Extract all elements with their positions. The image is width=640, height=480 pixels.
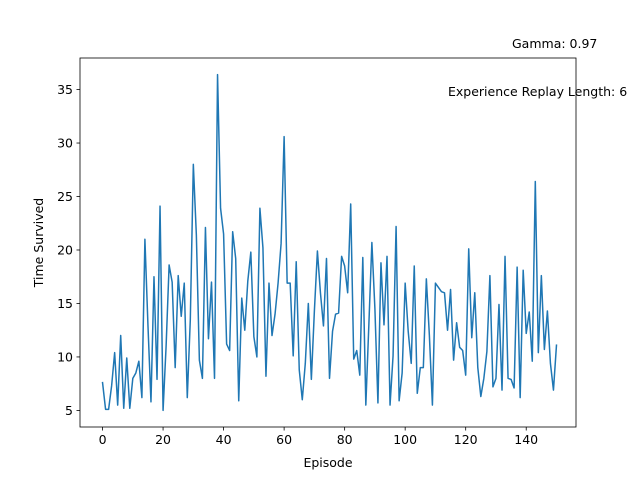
- x-axis: 0 20 40 60 80 100 120 140: [99, 427, 538, 447]
- x-tick-label: 140: [514, 432, 538, 447]
- series-layer: [101, 73, 558, 412]
- plot-frame: [79, 57, 577, 428]
- y-tick-label: 35: [57, 82, 73, 97]
- x-axis-label: Episode: [303, 455, 352, 470]
- x-tick-label: 20: [155, 432, 171, 447]
- y-tick-label: 30: [57, 136, 73, 151]
- x-tick-label: 0: [99, 432, 107, 447]
- x-tick-label: 120: [454, 432, 478, 447]
- y-axis-label: Time Survived: [31, 198, 46, 288]
- replay-length-annotation: Experience Replay Length: 6: [448, 84, 627, 99]
- gamma-annotation: Gamma: 0.97: [512, 36, 597, 51]
- series-line: [101, 73, 558, 412]
- x-tick-label: 100: [393, 432, 417, 447]
- x-tick-label: 80: [337, 432, 353, 447]
- y-axis: 5 10 15 20 25 30 35: [57, 82, 80, 418]
- y-tick-label: 20: [57, 242, 73, 257]
- y-tick-label: 25: [57, 189, 73, 204]
- y-tick-label: 5: [65, 403, 73, 418]
- x-tick-label: 40: [216, 432, 232, 447]
- y-tick-label: 10: [57, 349, 73, 364]
- y-tick-label: 15: [57, 296, 73, 311]
- x-tick-label: 60: [276, 432, 292, 447]
